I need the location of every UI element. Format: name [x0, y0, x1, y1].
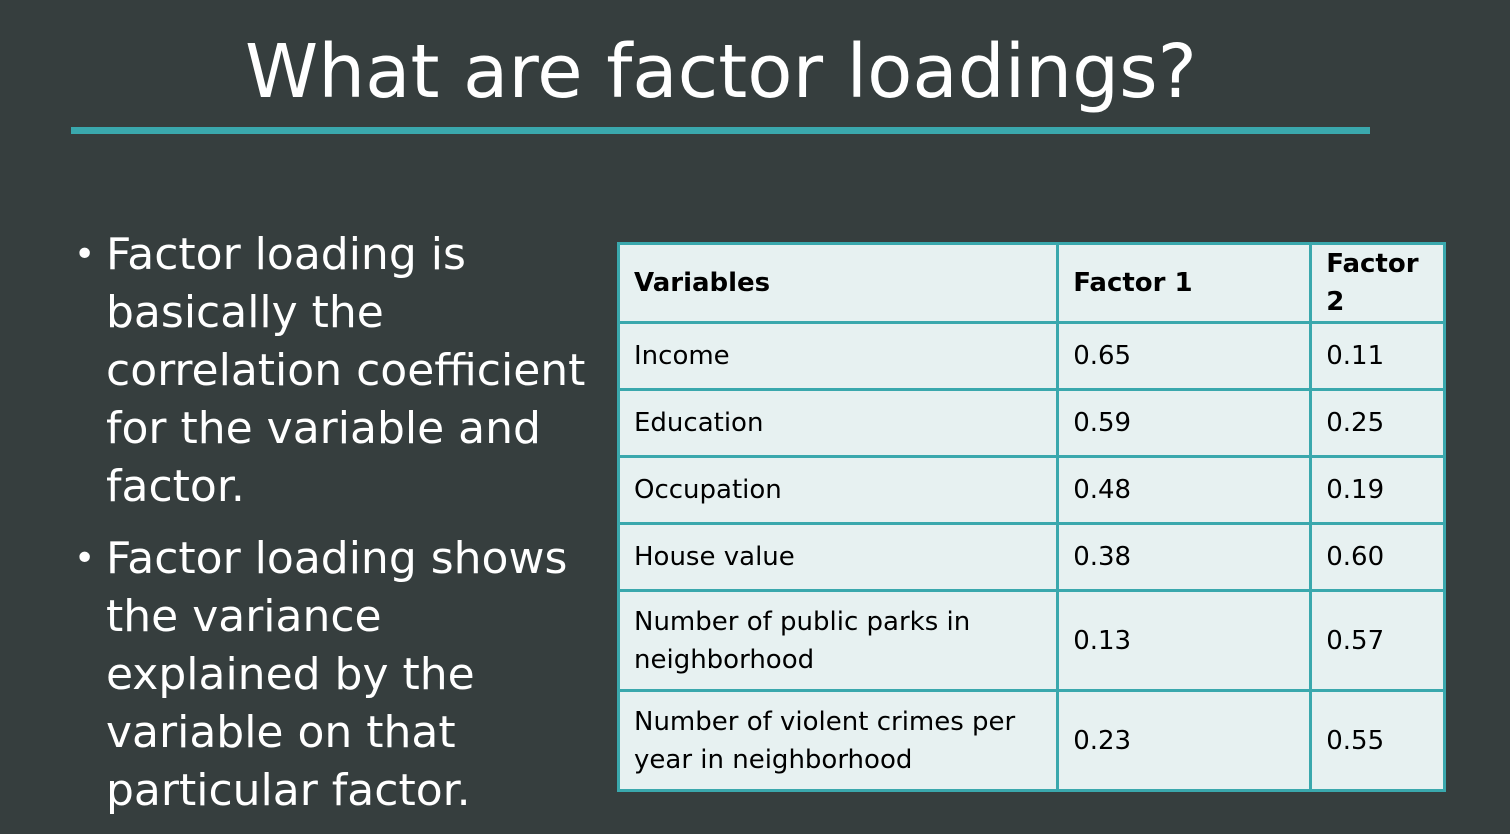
header-factor-2: Factor 2: [1309, 242, 1446, 324]
table-row: Income 0.65 0.11: [616, 321, 1446, 391]
variable-cell: Number of public parks in neighborhood: [616, 589, 1060, 692]
table-row: House value 0.38 0.60: [616, 522, 1446, 592]
factor-1-cell: 0.23: [1056, 689, 1313, 792]
variable-cell: House value: [616, 522, 1060, 592]
variable-cell: Number of violent crimes per year in nei…: [616, 689, 1060, 792]
factor-1-cell: 0.65: [1056, 321, 1313, 391]
table-row: Number of violent crimes per year in nei…: [616, 689, 1446, 792]
factor-1-cell: 0.38: [1056, 522, 1313, 592]
bullet-text: Factor loading shows the variance explai…: [106, 533, 568, 816]
factor-loadings-table: Variables Factor 1 Factor 2 Income 0.65 …: [616, 242, 1446, 792]
bullet-dot-icon: •: [74, 234, 96, 275]
factor-1-cell: 0.48: [1056, 455, 1313, 525]
factor-2-cell: 0.55: [1309, 689, 1446, 792]
factor-1-cell: 0.59: [1056, 388, 1313, 458]
header-variables: Variables: [616, 242, 1060, 324]
variable-cell: Education: [616, 388, 1060, 458]
factor-2-cell: 0.25: [1309, 388, 1446, 458]
table-header-row: Variables Factor 1 Factor 2: [616, 242, 1446, 324]
bullet-text: Factor loading is basically the correlat…: [106, 229, 586, 512]
bullet-list: • Factor loading is basically the correl…: [72, 226, 607, 834]
header-factor-1: Factor 1: [1056, 242, 1313, 324]
factor-2-cell: 0.19: [1309, 455, 1446, 525]
table-row: Education 0.59 0.25: [616, 388, 1446, 458]
factor-2-cell: 0.11: [1309, 321, 1446, 391]
variable-cell: Occupation: [616, 455, 1060, 525]
factor-1-cell: 0.13: [1056, 589, 1313, 692]
variable-cell: Income: [616, 321, 1060, 391]
bullet-dot-icon: •: [74, 538, 96, 579]
table-row: Occupation 0.48 0.19: [616, 455, 1446, 525]
bullet-item: • Factor loading shows the variance expl…: [72, 530, 607, 820]
title-underline: [71, 127, 1370, 134]
slide-title: What are factor loadings?: [245, 29, 1197, 115]
factor-2-cell: 0.60: [1309, 522, 1446, 592]
table-row: Number of public parks in neighborhood 0…: [616, 589, 1446, 692]
factor-2-cell: 0.57: [1309, 589, 1446, 692]
bullet-item: • Factor loading is basically the correl…: [72, 226, 607, 516]
